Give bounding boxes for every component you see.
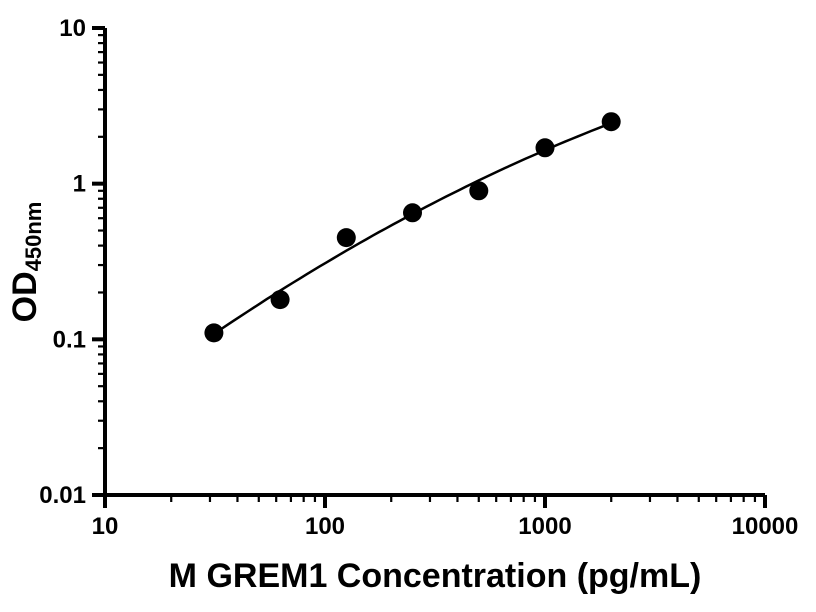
axis-ticks (92, 26, 767, 508)
x-tick-label: 10 (92, 513, 119, 540)
axes (103, 28, 765, 497)
axes-lines (103, 28, 765, 497)
data-point (204, 323, 224, 343)
y-tick-label: 0.01 (39, 482, 86, 509)
y-axis-title-sub: 450nm (21, 202, 46, 272)
data-point (535, 138, 555, 158)
x-tick-label: 1000 (518, 513, 571, 540)
y-tick-label: 10 (59, 15, 86, 42)
axis-tick-labels: 10 100 1000 10000 10 1 0.1 0.01 (39, 15, 798, 540)
x-tick-label: 10000 (732, 513, 799, 540)
data-point (469, 181, 489, 201)
data-point (270, 290, 290, 310)
x-tick-label: 100 (305, 513, 345, 540)
data-point (403, 203, 422, 223)
x-axis-title: M GREM1 Concentration (pg/mL) (169, 557, 702, 595)
y-tick-label: 0.1 (53, 326, 86, 353)
data-point (336, 228, 356, 248)
data-point (601, 112, 621, 132)
y-axis-title-main: OD (6, 271, 44, 322)
y-axis-title: OD450nm (6, 202, 46, 323)
y-tick-label: 1 (73, 171, 86, 198)
series (204, 112, 621, 343)
